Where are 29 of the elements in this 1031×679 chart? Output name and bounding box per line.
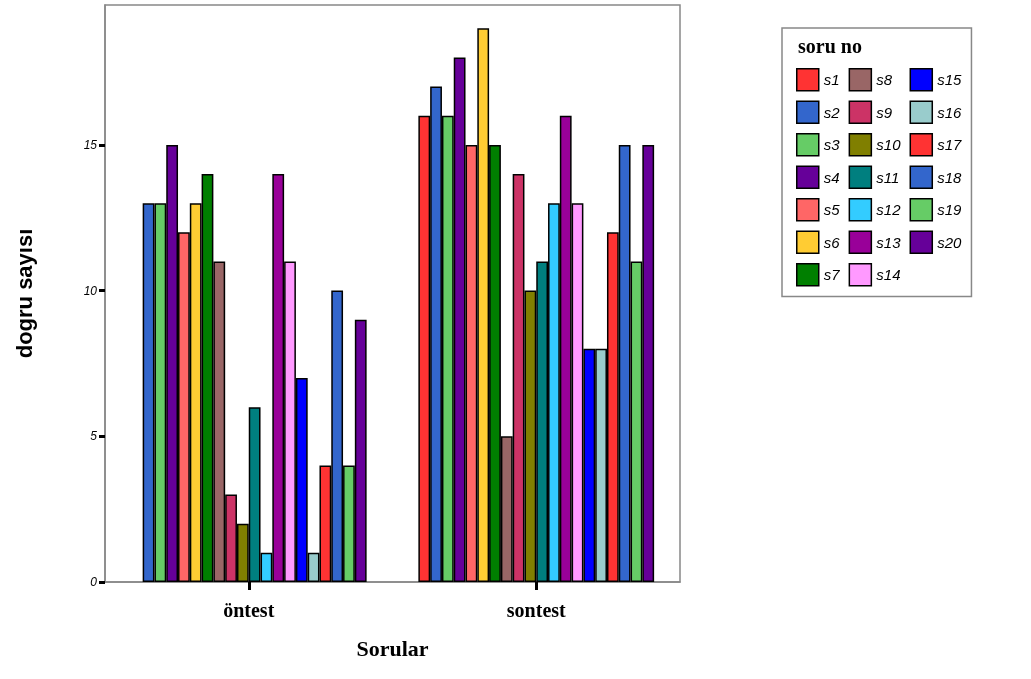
legend-label: s8: [876, 71, 893, 89]
legend-title: soru no: [798, 35, 862, 57]
x-axis-title: Sorular: [356, 635, 429, 661]
legend-label: s9: [876, 103, 893, 121]
legend-label: s4: [823, 168, 840, 186]
legend-label: s19: [937, 201, 963, 219]
legend-label: s3: [823, 136, 841, 154]
legend-label: s17: [937, 136, 963, 154]
legend-label: s16: [937, 103, 963, 121]
legend-label: s7: [823, 266, 841, 284]
legend-label: s6: [823, 233, 841, 251]
legend-label: s2: [823, 103, 841, 121]
y-tick-label: 0: [90, 575, 98, 589]
x-tick-label: öntest: [223, 599, 275, 621]
legend-label: s10: [876, 136, 902, 154]
legend-label: s11: [876, 168, 900, 186]
y-tick-label: 15: [83, 137, 98, 152]
legend-label: s13: [876, 233, 902, 251]
y-tick-label: 10: [83, 283, 98, 298]
legend-label: s14: [876, 266, 901, 284]
legend-label: s5: [823, 201, 841, 219]
legend-label: s18: [937, 168, 963, 186]
legend-label: s20: [937, 233, 963, 251]
y-tick-label: 5: [90, 429, 98, 444]
y-axis-title: dogru sayısı: [11, 228, 37, 359]
x-tick-label: sontest: [506, 599, 567, 621]
legend-label: s1: [823, 71, 840, 89]
legend-label: s12: [876, 201, 902, 219]
legend-label: s15: [937, 71, 963, 89]
